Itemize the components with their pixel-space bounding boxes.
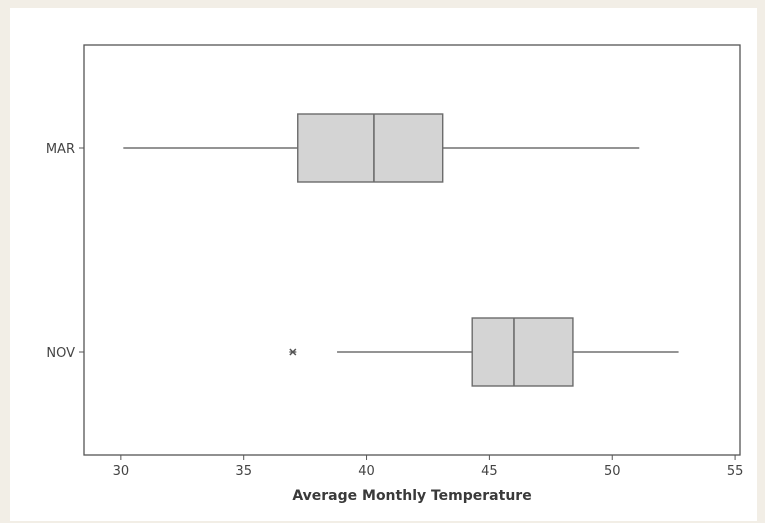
plot-frame (83, 44, 741, 456)
x-tick-label: 40 (358, 464, 375, 479)
x-tick-label: 50 (604, 464, 621, 479)
iqr-box-nov (471, 317, 574, 387)
y-tick-label-nov: NOV (46, 346, 75, 361)
y-axis-ticks: MAR NOV (46, 142, 84, 361)
x-tick-label: 55 (727, 464, 744, 479)
x-tick-label: 35 (235, 464, 252, 479)
box-series (123, 113, 679, 387)
x-tick-label: 45 (481, 464, 498, 479)
y-tick-label-mar: MAR (46, 142, 75, 157)
x-axis-title: Average Monthly Temperature (292, 488, 531, 504)
box-mar (123, 113, 640, 183)
box-nov (289, 317, 679, 387)
iqr-box-mar (297, 113, 444, 183)
x-axis-ticks: 30 35 40 45 50 55 (113, 455, 744, 479)
x-tick-label: 30 (113, 464, 130, 479)
outlier-marker-nov (289, 348, 297, 356)
